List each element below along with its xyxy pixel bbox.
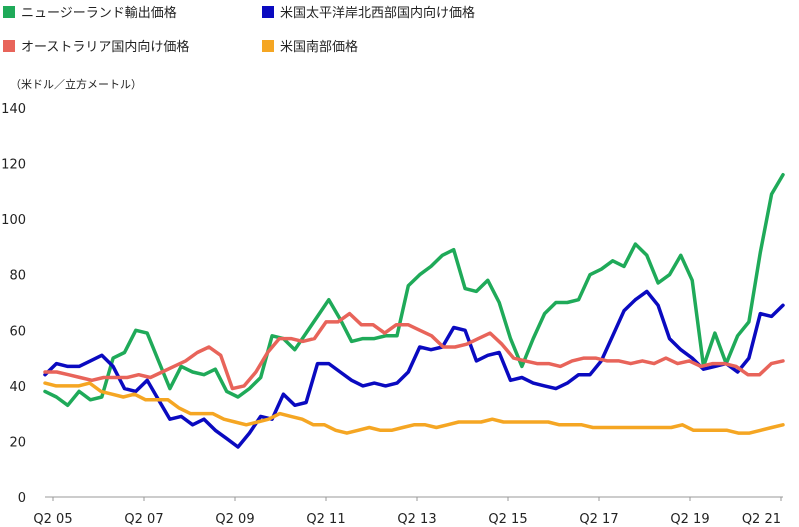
y-tick-label: 20 (9, 435, 26, 450)
y-tick-label: 140 (1, 102, 26, 117)
x-tick-label: Q2 15 (488, 512, 527, 527)
x-tick-label: Q2 11 (306, 512, 345, 527)
x-tick-label: Q2 21 (742, 512, 781, 527)
legend-label-us-south: 米国南部価格 (280, 40, 359, 55)
x-tick-label: Q2 13 (397, 512, 436, 527)
y-tick-label: 0 (18, 491, 26, 506)
y-tick-label: 60 (9, 324, 26, 339)
legend-swatch-us-pnw (262, 5, 274, 18)
legend-swatch-us-south (262, 39, 274, 52)
legend-label-us-pnw: 米国太平洋岸北西部国内向け価格 (280, 6, 476, 21)
x-tick-label: Q2 05 (33, 512, 72, 527)
series-line-2 (43, 311, 785, 391)
y-tick-label: 120 (1, 158, 26, 173)
legend-item-au: オーストラリア国内向け価格 (3, 36, 189, 55)
y-tick-label: 100 (1, 213, 26, 228)
legend-item-us-south: 米国南部価格 (262, 36, 358, 55)
x-tick-label: Q2 19 (670, 512, 709, 527)
legend-label-nz: ニュージーランド輸出価格 (21, 6, 177, 21)
y-tick-label: 40 (9, 380, 26, 395)
legend-item-nz: ニュージーランド輸出価格 (3, 2, 177, 21)
x-tick-label: Q2 17 (579, 512, 618, 527)
x-tick-label: Q2 07 (124, 512, 163, 527)
series-line-3 (43, 381, 785, 435)
legend-item-us-pnw: 米国太平洋岸北西部国内向け価格 (262, 2, 475, 21)
y-axis-unit-label: （米ドル／立方メートル） (10, 78, 142, 91)
series-line-1 (43, 289, 785, 449)
legend-swatch-au (3, 39, 15, 52)
legend-label-au: オーストラリア国内向け価格 (21, 40, 190, 55)
series-line-0 (43, 172, 785, 408)
x-tick-label: Q2 09 (215, 512, 254, 527)
legend-swatch-nz (3, 5, 15, 18)
y-tick-label: 80 (9, 269, 26, 284)
